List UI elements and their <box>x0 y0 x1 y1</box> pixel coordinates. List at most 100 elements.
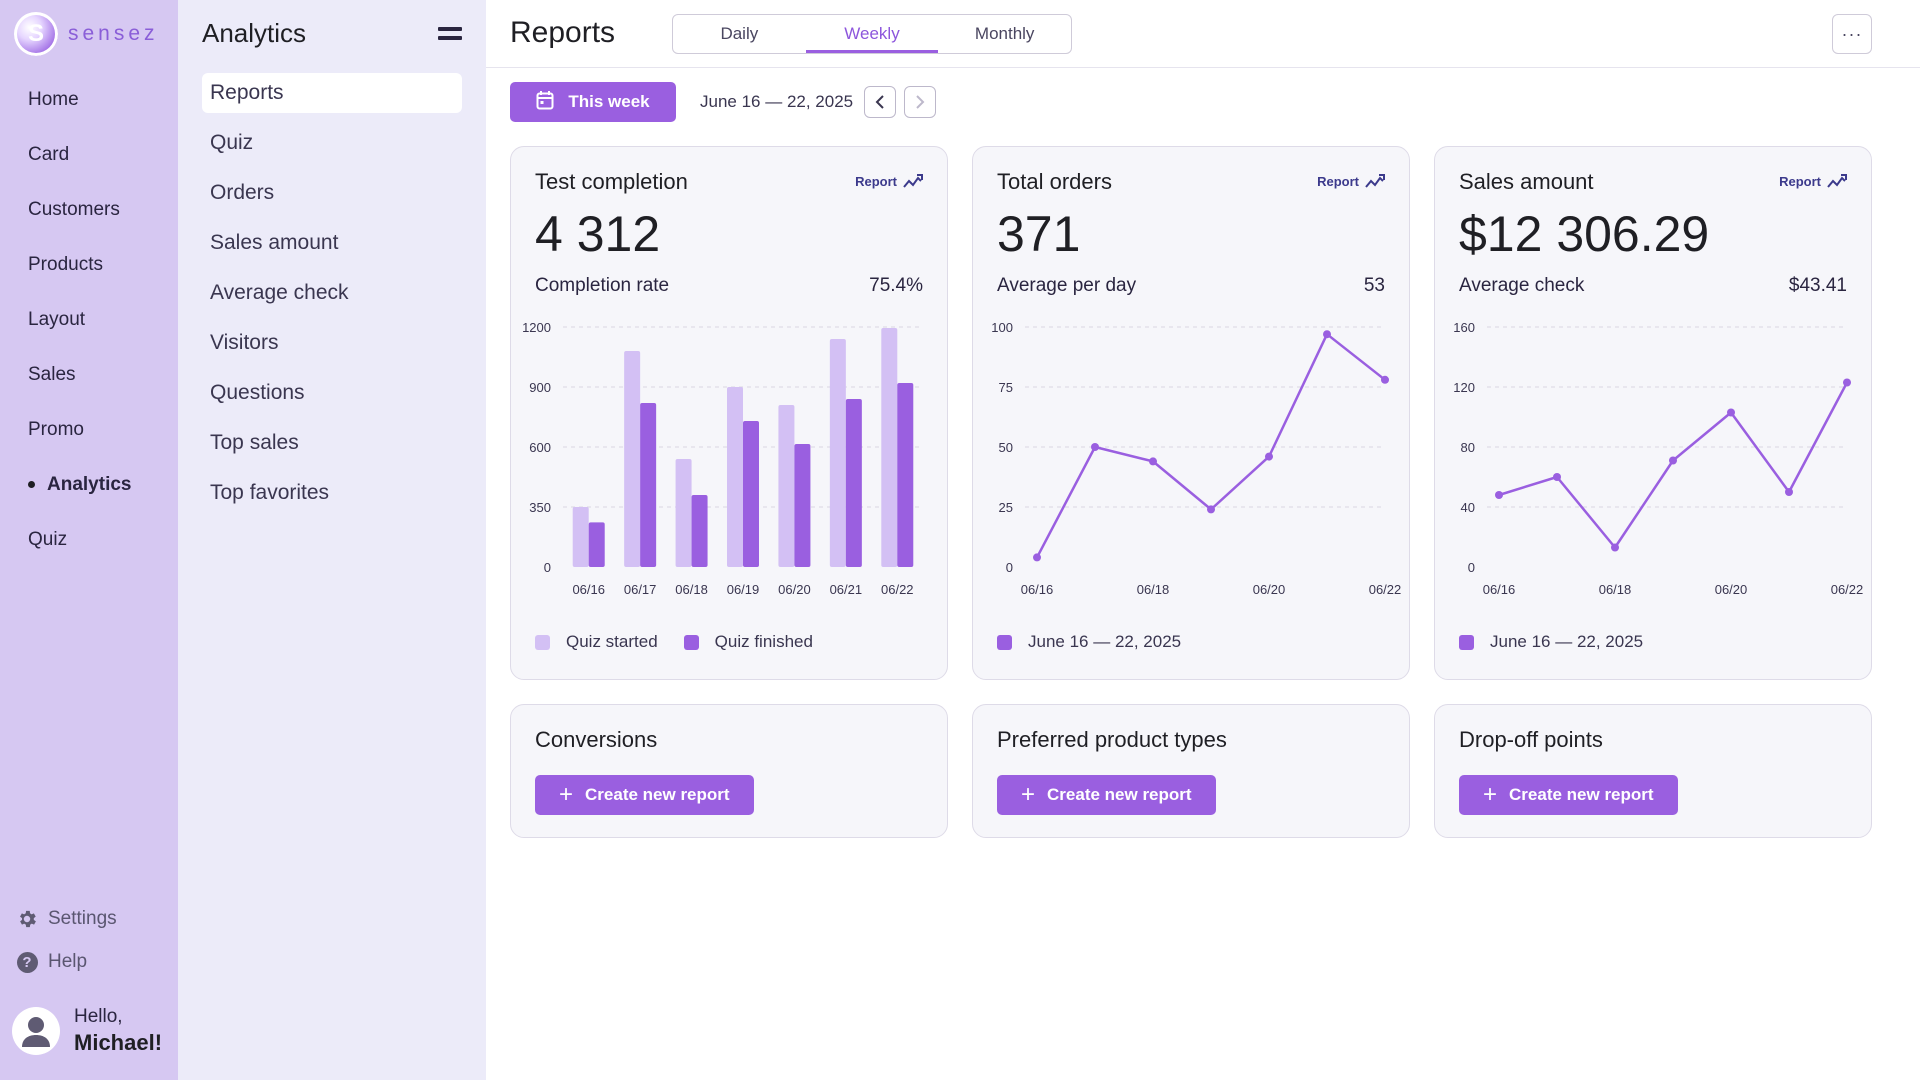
nav-item-sales[interactable]: Sales <box>0 347 178 402</box>
this-week-button[interactable]: This week <box>510 82 676 122</box>
x-tick-label: 06/22 <box>1831 582 1864 597</box>
plus-icon: + <box>559 781 574 808</box>
subnav-item-visitors[interactable]: Visitors <box>202 323 462 363</box>
create-report-button[interactable]: + Create new report <box>1459 775 1678 815</box>
date-range: June 16 — 22, 2025 <box>700 92 854 111</box>
brand[interactable]: S sensez <box>14 12 159 56</box>
nav-item-label: Layout <box>28 308 86 330</box>
prev-week-button[interactable] <box>864 86 896 118</box>
subnav-item-quiz[interactable]: Quiz <box>202 123 462 163</box>
total-orders-card: Total orders Report 371 Average per day … <box>972 146 1410 680</box>
nav-item-label: Quiz <box>28 528 68 550</box>
legend-item: June 16 — 22, 2025 <box>997 632 1181 652</box>
user-profile[interactable]: Hello, Michael! <box>12 1005 162 1056</box>
legend-label: June 16 — 22, 2025 <box>1490 632 1644 651</box>
tab-weekly[interactable]: Weekly <box>805 15 939 53</box>
subnav-item-orders[interactable]: Orders <box>202 173 462 213</box>
preferred-product-types-card: Preferred product types + Create new repo… <box>972 704 1410 838</box>
y-tick-label: 80 <box>1461 440 1475 455</box>
nav-item-customers[interactable]: Customers <box>0 182 178 237</box>
subnav-item-label: Average check <box>210 281 349 304</box>
sub-metric-value: 53 <box>1363 275 1385 296</box>
subnav-item-average-check[interactable]: Average check <box>202 273 462 313</box>
y-tick-label: 120 <box>1453 380 1475 395</box>
next-week-button[interactable] <box>904 86 936 118</box>
y-tick-label: 50 <box>999 440 1013 455</box>
y-tick-label: 0 <box>544 560 551 575</box>
x-tick-label: 06/17 <box>624 582 657 597</box>
data-point <box>1727 408 1735 417</box>
create-report-label: Create new report <box>585 785 730 804</box>
calendar-icon <box>536 90 554 115</box>
sub-metric-label: Average per day <box>997 275 1137 296</box>
report-link-label: Report <box>1317 173 1359 189</box>
create-report-button[interactable]: + Create new report <box>535 775 754 815</box>
data-point <box>1207 505 1215 514</box>
sales-amount-card: Sales amount Report $12 306.29 Average c… <box>1434 146 1872 680</box>
chevron-left-icon <box>875 95 884 109</box>
legend-label: June 16 — 22, 2025 <box>1028 632 1182 651</box>
help-link[interactable]: ? Help <box>16 951 166 973</box>
data-point <box>1149 457 1157 466</box>
data-point <box>1843 378 1851 387</box>
settings-label: Settings <box>48 908 117 929</box>
page-header: Reports Daily Weekly Monthly ··· <box>486 0 1920 68</box>
settings-link[interactable]: Settings <box>16 908 166 930</box>
nav-item-home[interactable]: Home <box>0 72 178 127</box>
data-point <box>1611 543 1619 552</box>
subnav-item-top-sales[interactable]: Top sales <box>202 423 462 463</box>
bar <box>897 383 914 567</box>
bar <box>743 421 759 567</box>
nav-item-promo[interactable]: Promo <box>0 402 178 457</box>
subnav-item-reports[interactable]: Reports <box>202 73 462 113</box>
report-link[interactable]: Report <box>855 173 923 189</box>
chart-legend: June 16 — 22, 2025 <box>1459 632 1669 652</box>
report-link[interactable]: Report <box>1779 173 1847 189</box>
tab-daily[interactable]: Daily <box>720 24 759 43</box>
sub-metric-value: 75.4% <box>869 275 923 296</box>
data-point <box>1785 488 1793 496</box>
page-title: Reports <box>510 16 616 49</box>
x-tick-label: 06/18 <box>1599 582 1632 597</box>
main-sidebar: S sensez Home Card Customers Products La… <box>0 0 178 1080</box>
nav-list: Home Card Customers Products Layout Sale… <box>0 72 178 567</box>
y-tick-label: 900 <box>529 380 551 395</box>
chevron-right-icon <box>916 95 925 109</box>
collapse-menu-icon[interactable] <box>438 27 462 41</box>
nav-item-analytics[interactable]: Analytics <box>0 457 178 512</box>
subnav-item-top-favorites[interactable]: Top favorites <box>202 473 462 513</box>
subnav-item-label: Sales amount <box>210 231 339 254</box>
metric-value: 371 <box>997 206 1081 262</box>
nav-item-card[interactable]: Card <box>0 127 178 182</box>
nav-item-layout[interactable]: Layout <box>0 292 178 347</box>
y-tick-label: 40 <box>1461 500 1475 515</box>
subnav-item-sales-amount[interactable]: Sales amount <box>202 223 462 263</box>
bar <box>572 507 589 567</box>
subnav-item-label: Top sales <box>210 431 299 454</box>
subnav-item-label: Visitors <box>210 331 279 354</box>
card-title: Drop-off points <box>1459 727 1603 752</box>
sub-metric: Completion rate 75.4% <box>535 275 923 297</box>
report-link[interactable]: Report <box>1317 173 1385 189</box>
y-tick-label: 1200 <box>522 320 551 335</box>
bar <box>624 351 641 567</box>
legend-swatch <box>535 634 550 650</box>
nav-item-products[interactable]: Products <box>0 237 178 292</box>
more-options-button[interactable]: ··· <box>1832 14 1872 54</box>
data-point <box>1495 491 1503 499</box>
subnav-item-questions[interactable]: Questions <box>202 373 462 413</box>
trend-icon <box>1365 174 1385 188</box>
sales-amount-chart: 0 40 80 120 160 06/16 06/18 06/20 06/22 <box>1453 320 1864 597</box>
x-tick-label: 06/20 <box>1253 582 1286 597</box>
y-tick-label: 0 <box>1006 560 1013 575</box>
x-tick-label: 06/20 <box>778 582 811 597</box>
sub-metric-label: Average check <box>1459 275 1585 296</box>
create-report-button[interactable]: + Create new report <box>997 775 1216 815</box>
nav-item-quiz[interactable]: Quiz <box>0 512 178 567</box>
this-week-label: This week <box>568 92 650 111</box>
plus-icon: + <box>1483 781 1498 808</box>
x-tick-label: 06/22 <box>1369 582 1402 597</box>
tab-monthly[interactable]: Monthly <box>974 24 1035 43</box>
metric-value: 4 312 <box>535 206 661 262</box>
legend-item: June 16 — 22, 2025 <box>1459 632 1643 652</box>
